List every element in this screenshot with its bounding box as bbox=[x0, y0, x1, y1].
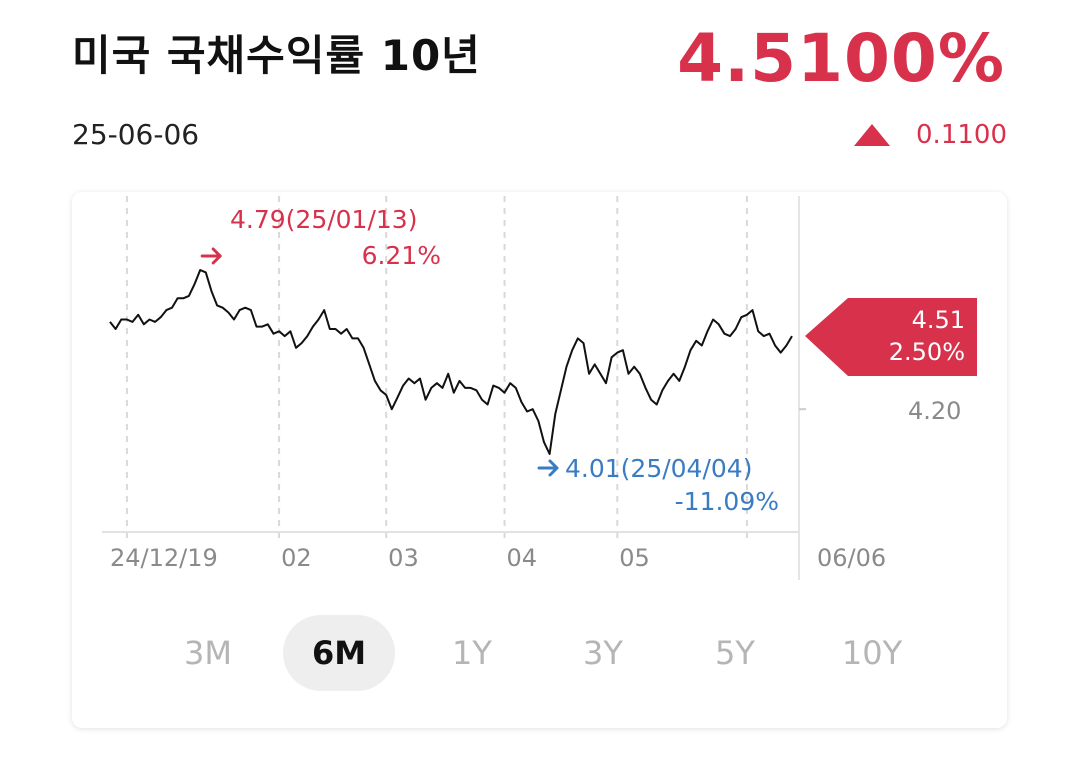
yield-line bbox=[109, 269, 793, 455]
change-indicator: 0.1100 bbox=[854, 120, 1007, 150]
range-button-3y[interactable]: 3Y bbox=[583, 634, 623, 672]
min-annotation-pct: -11.09% bbox=[675, 487, 779, 516]
up-arrow-icon bbox=[854, 124, 891, 146]
max-arrow-icon bbox=[200, 247, 222, 265]
max-annotation-pct: 6.21% bbox=[362, 241, 441, 270]
change-value: 0.1100 bbox=[916, 120, 1007, 150]
max-annotation-value: 4.79(25/01/13) bbox=[230, 205, 417, 234]
last-pct-label: 2.50% bbox=[889, 338, 965, 366]
min-arrow-icon bbox=[537, 459, 559, 477]
range-button-3m[interactable]: 3M bbox=[184, 634, 232, 672]
yield-chart[interactable]: 4.20 24/12/19 02 03 04 05 06/06 4.79(25/01/13) 6… bbox=[72, 192, 1007, 602]
range-button-5y[interactable]: 5Y bbox=[715, 634, 755, 672]
last-value-tag bbox=[805, 298, 977, 376]
last-value-label: 4.51 bbox=[912, 306, 965, 334]
range-button-1y[interactable]: 1Y bbox=[452, 634, 492, 672]
range-button-6m[interactable]: 6M bbox=[283, 615, 395, 691]
x-tick-label-3: 04 bbox=[507, 544, 538, 572]
range-selector: 3M 6M 1Y 3Y 5Y 10Y bbox=[72, 615, 1007, 691]
x-tick-label-4: 05 bbox=[619, 544, 650, 572]
y-tick-label-0: 4.20 bbox=[908, 397, 961, 425]
x-tick-label-0: 24/12/19 bbox=[110, 544, 218, 572]
x-tick-label-2: 03 bbox=[388, 544, 419, 572]
current-yield: 4.5100% bbox=[677, 20, 1005, 97]
page-title: 미국 국채수익률 10년 bbox=[72, 31, 481, 80]
x-tick-label-1: 02 bbox=[281, 544, 312, 572]
date-label: 25-06-06 bbox=[72, 118, 200, 151]
chart-card: 4.20 24/12/19 02 03 04 05 06/06 4.79(25/01/13) 6… bbox=[72, 192, 1007, 728]
min-annotation-value: 4.01(25/04/04) bbox=[565, 454, 752, 483]
range-button-10y[interactable]: 10Y bbox=[841, 634, 903, 672]
x-tick-label-5: 06/06 bbox=[817, 544, 886, 572]
